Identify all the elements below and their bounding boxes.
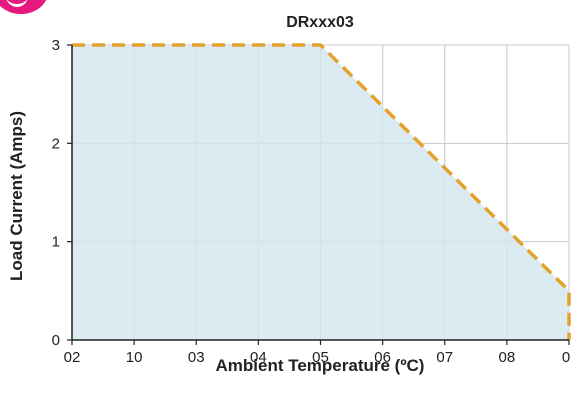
x-tick-label: 08 [499,349,516,366]
x-tick-label: 0 [562,349,570,366]
x-tick-label: 10 [126,349,143,366]
y-tick-label: 3 [52,37,60,54]
x-axis-tick-labels: 02 10 03 04 05 06 07 08 0 [64,349,571,366]
x-tick-label: 07 [436,349,453,366]
safe-operating-area [72,45,569,340]
y-axis-tick-labels: 0 1 2 3 [52,37,60,349]
chart-title: DRxxx03 [286,14,354,31]
x-tick-label: 03 [188,349,205,366]
axes [67,44,570,345]
x-tick-label: 02 [64,349,81,366]
derating-curve-line [72,43,571,340]
y-axis-title: Load Current (Amps) [7,111,26,281]
y-tick-label: 2 [52,135,60,152]
x-tick-label: 04 [250,349,267,366]
x-tick-label: 05 [312,349,329,366]
x-axis-title: Ambient Temperature (ºC) [216,356,425,375]
x-tick-label: 06 [374,349,391,366]
y-tick-label: 0 [52,332,60,349]
y-tick-label: 1 [52,234,60,251]
